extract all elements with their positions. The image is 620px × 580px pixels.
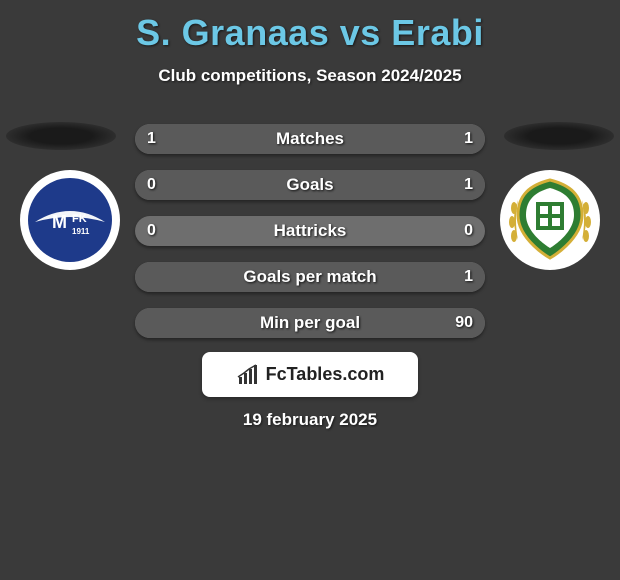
chart-icon [236,363,260,387]
stat-bar: 01Goals [135,170,485,200]
bar-fill-right [310,124,485,154]
site-logo: FcTables.com [202,352,418,397]
crest-left: M FK 1911 [20,170,120,270]
subtitle: Club competitions, Season 2024/2025 [0,66,620,86]
bar-value-right: 0 [452,216,485,246]
stat-bars: 11Matches 01Goals 0 0Hattricks 1Goals per ma… [135,124,485,354]
bar-fill-right [135,262,485,292]
bar-label: Hattricks [135,216,485,246]
crest-right [500,170,600,270]
stat-bar: 90Min per goal [135,308,485,338]
stat-bar: 1Goals per match [135,262,485,292]
svg-text:M: M [52,212,67,232]
shadow-left [6,122,116,150]
page-title: S. Granaas vs Erabi [0,0,620,54]
stat-bar: 11Matches [135,124,485,154]
svg-text:1911: 1911 [72,227,90,236]
stat-bar: 0 0Hattricks [135,216,485,246]
date-label: 19 february 2025 [0,410,620,430]
bar-fill-right [135,308,485,338]
shadow-right [504,122,614,150]
bar-value-left: 0 [135,216,168,246]
logo-text: FcTables.com [266,364,385,385]
crest-left-icon: M FK 1911 [20,170,120,270]
svg-text:FK: FK [72,213,87,225]
bar-fill-left [135,124,310,154]
crest-right-icon [500,170,600,270]
bar-fill-right [135,170,485,200]
